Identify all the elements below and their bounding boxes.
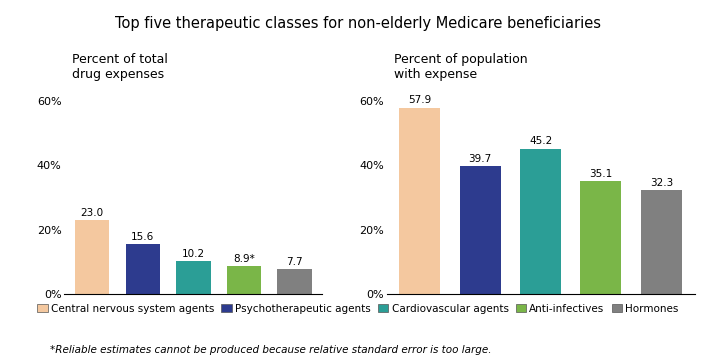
Text: 57.9: 57.9	[408, 95, 432, 105]
Text: 15.6: 15.6	[131, 232, 155, 242]
Text: 39.7: 39.7	[468, 154, 492, 164]
Bar	[520, 149, 561, 294]
Text: Percent of population
with expense: Percent of population with expense	[394, 53, 528, 81]
Text: 35.1: 35.1	[589, 169, 613, 179]
Text: 7.7: 7.7	[286, 257, 303, 268]
Bar	[400, 108, 440, 294]
Bar	[460, 166, 500, 294]
Bar	[125, 244, 160, 294]
Text: 8.9*: 8.9*	[233, 254, 255, 264]
Text: Top five therapeutic classes for non-elderly Medicare beneficiaries: Top five therapeutic classes for non-eld…	[115, 16, 601, 31]
Legend: Central nervous system agents, Psychotherapeutic agents, Cardiovascular agents, : Central nervous system agents, Psychothe…	[33, 300, 683, 318]
Text: Percent of total
drug expenses: Percent of total drug expenses	[72, 53, 168, 81]
Bar	[641, 190, 682, 294]
Text: 32.3: 32.3	[649, 178, 673, 188]
Bar	[176, 261, 211, 294]
Text: *Reliable estimates cannot be produced because relative standard error is too la: *Reliable estimates cannot be produced b…	[50, 344, 492, 355]
Bar	[581, 181, 621, 294]
Text: 45.2: 45.2	[529, 136, 552, 146]
Bar	[75, 220, 110, 294]
Text: 23.0: 23.0	[81, 208, 104, 218]
Bar	[227, 266, 261, 294]
Text: 10.2: 10.2	[182, 249, 205, 260]
Bar	[277, 269, 311, 294]
